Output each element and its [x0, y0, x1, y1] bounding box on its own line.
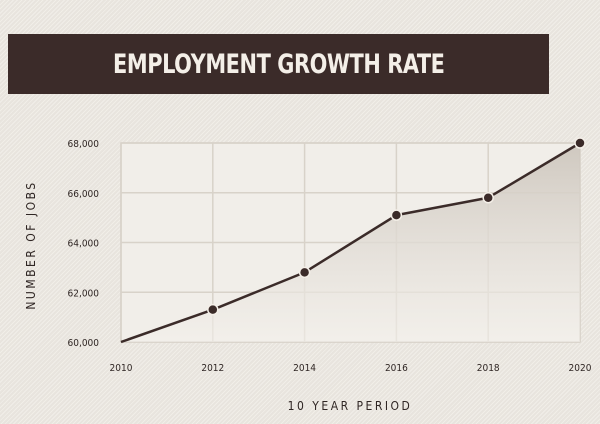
- chart-title: EMPLOYMENT GROWTH RATE: [112, 48, 445, 80]
- area-fill: [121, 143, 580, 342]
- y-axis-title: NUMBER OF JOBS: [24, 180, 38, 309]
- x-tick-label: 2014: [293, 363, 316, 374]
- data-point: [390, 209, 403, 221]
- x-axis-tick-labels: 2010 2012 2014 2016 2018 2020: [110, 363, 592, 374]
- y-tick-label: 62,000: [68, 288, 100, 299]
- x-tick-label: 2020: [569, 363, 592, 374]
- title-banner: EMPLOYMENT GROWTH RATE: [8, 34, 549, 94]
- data-markers: [207, 137, 586, 316]
- x-tick-label: 2010: [110, 363, 133, 374]
- x-tick-label: 2012: [201, 363, 224, 374]
- data-point: [574, 137, 586, 149]
- series-line: [120, 141, 581, 344]
- x-axis-title: 10 YEAR PERIOD: [288, 399, 413, 413]
- y-tick-label: 68,000: [68, 139, 100, 150]
- y-tick-label: 66,000: [68, 189, 100, 200]
- y-tick-label: 60,000: [68, 338, 100, 349]
- data-point: [207, 303, 219, 316]
- y-tick-label: 64,000: [68, 239, 100, 250]
- x-tick-label: 2018: [477, 363, 500, 374]
- data-point: [482, 191, 494, 204]
- y-axis-tick-labels: 68,000 66,000 64,000 62,000 60,000: [68, 139, 100, 349]
- data-point: [298, 266, 311, 279]
- x-tick-label: 2016: [385, 363, 408, 374]
